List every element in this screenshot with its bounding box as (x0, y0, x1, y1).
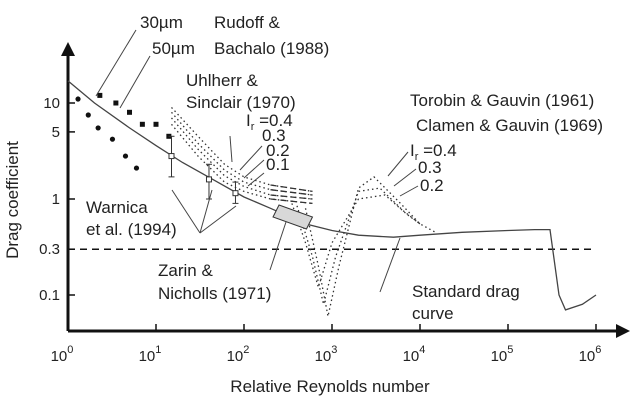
warnica-circle-marker (133, 165, 140, 171)
annotation-torobin: Torobin & Gauvin (1961) (410, 91, 594, 110)
rudoff-bachalo-box (272, 204, 314, 230)
torobin-label-03: 0.3 (418, 158, 442, 177)
y-axis-arrow (61, 42, 75, 56)
x-axis-arrow (616, 324, 630, 338)
y-tick-label: 1 (52, 191, 60, 208)
leader-zarin (269, 221, 287, 271)
leader-uhlherr-01 (247, 172, 265, 187)
uhlherr-curve-tail (270, 184, 313, 193)
annotation-30um: 30µm (140, 13, 183, 32)
warnica-circle-marker (122, 153, 129, 159)
torobin-label-04: Ir =0.4 (410, 141, 457, 163)
x-tick-label: 100 (51, 344, 74, 365)
uhlherr-curve (171, 117, 313, 200)
warnica-circle-marker (75, 96, 81, 102)
x-tick-label: 101 (139, 344, 162, 365)
y-tick-labels: 10 5 1 0.3 0.1 (39, 95, 60, 304)
x-tick-label: 103 (315, 344, 338, 365)
leader-lines (95, 29, 419, 293)
leader-uhlherr-02 (243, 159, 265, 179)
y-axis-title: Drag coefficient (3, 141, 22, 259)
y-tick-label: 0.1 (39, 287, 60, 304)
uhlherr-curve (171, 106, 313, 193)
annotation-warnica-1: Warnica (86, 198, 148, 217)
zarin-marker (205, 176, 212, 183)
warnica-circle-marker (95, 125, 101, 131)
standard-drag-curve (67, 80, 597, 311)
warnica-square-marker (113, 100, 119, 106)
uhlherr-curve (171, 111, 313, 196)
y-tick-label: 0.3 (39, 241, 60, 258)
annotation-warnica-2: et al. (1994) (86, 220, 177, 239)
x-tick-label: 102 (227, 344, 250, 365)
leader-warnica-c (199, 205, 237, 234)
uhlherr-label-04: Ir =0.4 (246, 111, 293, 133)
data-markers (75, 92, 314, 230)
uhlherr-curve-tail (270, 189, 313, 196)
annotation-50um: 50µm (152, 39, 195, 58)
warnica-square-marker (139, 121, 145, 127)
y-tick-label: 5 (52, 124, 60, 141)
annotation-standard-1: Standard drag (412, 282, 520, 301)
x-axis-title: Relative Reynolds number (230, 377, 430, 396)
curves (67, 80, 597, 317)
warnica-circle-marker (85, 112, 91, 118)
annotation-zarin-2: Nicholls (1971) (158, 284, 271, 303)
annotation-rudoff-1: Rudoff & (214, 13, 281, 32)
warnica-square-marker (127, 109, 133, 115)
uhlherr-curve-tail (270, 198, 313, 205)
x-tick-label: 105 (491, 344, 514, 365)
leader-warnica-a (171, 189, 201, 234)
annotation-uhlherr-1: Uhlherr & (186, 71, 258, 90)
warnica-circle-marker (109, 136, 116, 142)
zarin-marker (168, 153, 175, 160)
annotation-zarin-1: Zarin & (158, 261, 213, 280)
x-tick-label: 104 (403, 344, 426, 365)
leader-torobin-03 (393, 168, 417, 187)
annotation-uhlherr-2: Sinclair (1970) (186, 93, 296, 112)
annotation-standard-2: curve (412, 304, 454, 323)
leader-30um (95, 29, 137, 97)
uhlherr-label-02: 0.2 (266, 141, 290, 160)
torobin-curve (296, 187, 421, 305)
warnica-square-marker (97, 92, 103, 98)
uhlherr-label-01: 0.1 (266, 155, 290, 174)
axes (61, 42, 630, 338)
uhlherr-curve-tail (270, 194, 313, 200)
leader-uhlherr-03 (239, 145, 263, 171)
x-tick-label: 106 (579, 344, 602, 365)
leader-torobin-02 (399, 185, 419, 197)
annotation-rudoff-2: Bachalo (1988) (214, 39, 329, 58)
y-tick-label: 10 (43, 95, 60, 112)
leader-50um (119, 55, 151, 109)
leader-standard (379, 237, 401, 293)
leader-warnica-b (199, 189, 213, 234)
x-tick-labels: 100 101 102 103 104 105 106 (51, 344, 602, 365)
leader-uhlherr-04 (229, 135, 233, 163)
uhlherr-label-03: 0.3 (262, 126, 286, 145)
torobin-label-02: 0.2 (420, 176, 444, 195)
annotation-clamen: Clamen & Gauvin (1969) (416, 116, 603, 135)
zarin-marker (232, 190, 239, 197)
warnica-square-marker (153, 121, 159, 127)
leader-torobin-04 (387, 151, 409, 177)
